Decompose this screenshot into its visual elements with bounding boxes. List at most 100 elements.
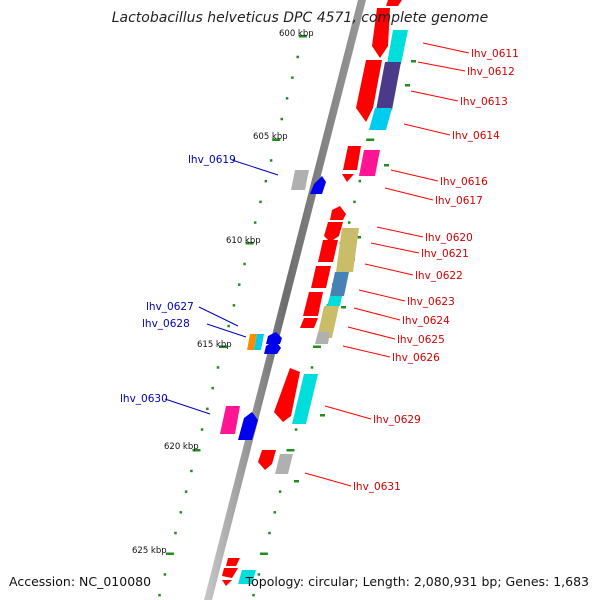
tick-minor	[291, 76, 294, 79]
gene-arrow-bottom-2[interactable]	[222, 568, 238, 578]
gene-lhv-0628-b[interactable]	[254, 334, 264, 350]
gene-lhv-0629[interactable]	[274, 368, 300, 422]
gene-lhv-0619[interactable]	[310, 176, 326, 194]
gene-labels-right: lhv_0611 lhv_0612 lhv_0613 lhv_0614 lhv_…	[353, 48, 519, 493]
tick-minor	[227, 324, 230, 328]
gene-lhv-0623[interactable]	[311, 266, 331, 288]
tick-minor	[320, 414, 325, 417]
gene-lhv-0625[interactable]	[300, 318, 318, 328]
gene-lhv-0624[interactable]	[303, 292, 323, 316]
gene-labels-left: lhv_0619 lhv_0627 lhv_0628 lhv_0630	[120, 154, 236, 405]
gene-label[interactable]: lhv_0623	[407, 296, 455, 308]
gene-label[interactable]: lhv_0622	[415, 270, 463, 282]
tick-minor	[269, 159, 273, 162]
tick-minor	[268, 531, 271, 535]
gene-lhv-0620[interactable]	[330, 206, 346, 220]
gene-lhv-0631[interactable]	[275, 454, 293, 474]
gene-lhv-0613[interactable]	[376, 62, 401, 110]
gene-lhv-0614[interactable]	[369, 108, 392, 130]
gene-label[interactable]: lhv_0616	[440, 176, 488, 188]
gene-lhv-0611-b[interactable]	[387, 30, 408, 64]
gene-features	[220, 0, 408, 586]
gene-label[interactable]: lhv_0631	[353, 481, 401, 493]
gene-label[interactable]: lhv_0627	[146, 301, 194, 313]
tick-major	[313, 345, 322, 348]
tick-minor	[232, 304, 236, 307]
gene-steel[interactable]	[330, 272, 349, 296]
gene-gray-mid[interactable]	[315, 332, 330, 344]
gene-lhv-0621[interactable]	[324, 222, 343, 242]
tick-minor	[237, 283, 241, 286]
gene-lhv-0617[interactable]	[359, 150, 380, 176]
tick-minor	[259, 200, 262, 204]
gene-label[interactable]: lhv_0620	[425, 232, 473, 244]
connector-line	[364, 263, 414, 276]
gene-lhv-0612[interactable]	[356, 60, 382, 122]
gene-cyan-bottom[interactable]	[238, 570, 256, 584]
gene-label[interactable]: lhv_0619	[188, 154, 236, 166]
tick-minor	[280, 117, 284, 121]
gene-label[interactable]: lhv_0628	[142, 318, 190, 330]
connector-line	[342, 345, 391, 358]
gene-arrow-bottom-3[interactable]	[222, 580, 232, 586]
gene-cyan-mid[interactable]	[327, 296, 342, 306]
tick-major	[272, 138, 281, 141]
gene-olive-1[interactable]	[336, 228, 359, 272]
connector-line	[410, 90, 459, 102]
tick-minor	[243, 262, 246, 266]
tick-minor	[294, 428, 298, 431]
gene-lhv-0630-a[interactable]	[220, 406, 240, 434]
gene-lhv-0627[interactable]	[266, 332, 282, 344]
gene-olive-2[interactable]	[317, 306, 339, 338]
gene-lhv-0630[interactable]	[238, 412, 258, 440]
connector-line	[231, 159, 279, 176]
gene-label[interactable]: lhv_0626	[392, 352, 440, 364]
tick-label: 600 kbp	[279, 29, 314, 39]
tick-major	[298, 35, 307, 38]
gene-label[interactable]: lhv_0625	[397, 334, 445, 346]
gene-label[interactable]: lhv_0629	[373, 414, 421, 426]
tick-major	[259, 552, 268, 555]
connector-line	[390, 169, 439, 182]
gene-label[interactable]: lhv_0612	[467, 66, 515, 78]
gene-lhv-0611[interactable]	[372, 8, 390, 58]
tick-label: 605 kbp	[253, 132, 288, 142]
gene-arrow-small[interactable]	[342, 174, 354, 182]
gene-lhv-0631-a[interactable]	[258, 450, 276, 470]
tick-label: 620 kbp	[164, 442, 199, 452]
tick-minor	[341, 306, 346, 309]
connector-line	[376, 226, 424, 238]
tick-minor	[216, 366, 220, 369]
gene-lhv-0628-a[interactable]	[247, 334, 257, 350]
gene-label[interactable]: lhv_0621	[421, 248, 469, 260]
tick-minor	[206, 407, 209, 411]
gene-label[interactable]: lhv_0617	[435, 195, 483, 207]
gene-lhv-0629-b[interactable]	[292, 374, 318, 424]
gene-label[interactable]: lhv_0614	[452, 130, 500, 142]
gene-lhv-0622[interactable]	[318, 240, 338, 262]
gene-arrow[interactable]	[386, 0, 402, 6]
gene-label[interactable]: lhv_0611	[471, 48, 519, 60]
tick-major	[219, 345, 228, 348]
gene-label[interactable]: lhv_0613	[460, 96, 508, 108]
gene-lhv-0619-a[interactable]	[291, 170, 309, 190]
tick-minor	[257, 573, 261, 576]
tick-minor	[278, 490, 282, 493]
tick-minor	[200, 428, 204, 431]
tick-minor	[285, 97, 289, 100]
gene-label[interactable]: lhv_0624	[402, 315, 450, 327]
tick-minor	[353, 200, 356, 204]
gene-label[interactable]: lhv_0630	[120, 393, 168, 405]
tick-minor	[253, 221, 257, 224]
connector-line	[164, 398, 211, 415]
gene-lhv-0628[interactable]	[264, 340, 281, 354]
topology-text: Topology: circular; Length: 2,080,931 bp…	[245, 574, 589, 589]
gene-arrow-bottom-1[interactable]	[226, 558, 240, 566]
tick-minor	[179, 511, 183, 514]
tick-minor	[252, 593, 255, 597]
gene-lhv-0616[interactable]	[343, 146, 361, 170]
tick-major	[366, 138, 375, 141]
tick-label: 610 kbp	[226, 236, 261, 246]
connector-line	[353, 307, 401, 321]
tick-label: 615 kbp	[197, 340, 232, 350]
